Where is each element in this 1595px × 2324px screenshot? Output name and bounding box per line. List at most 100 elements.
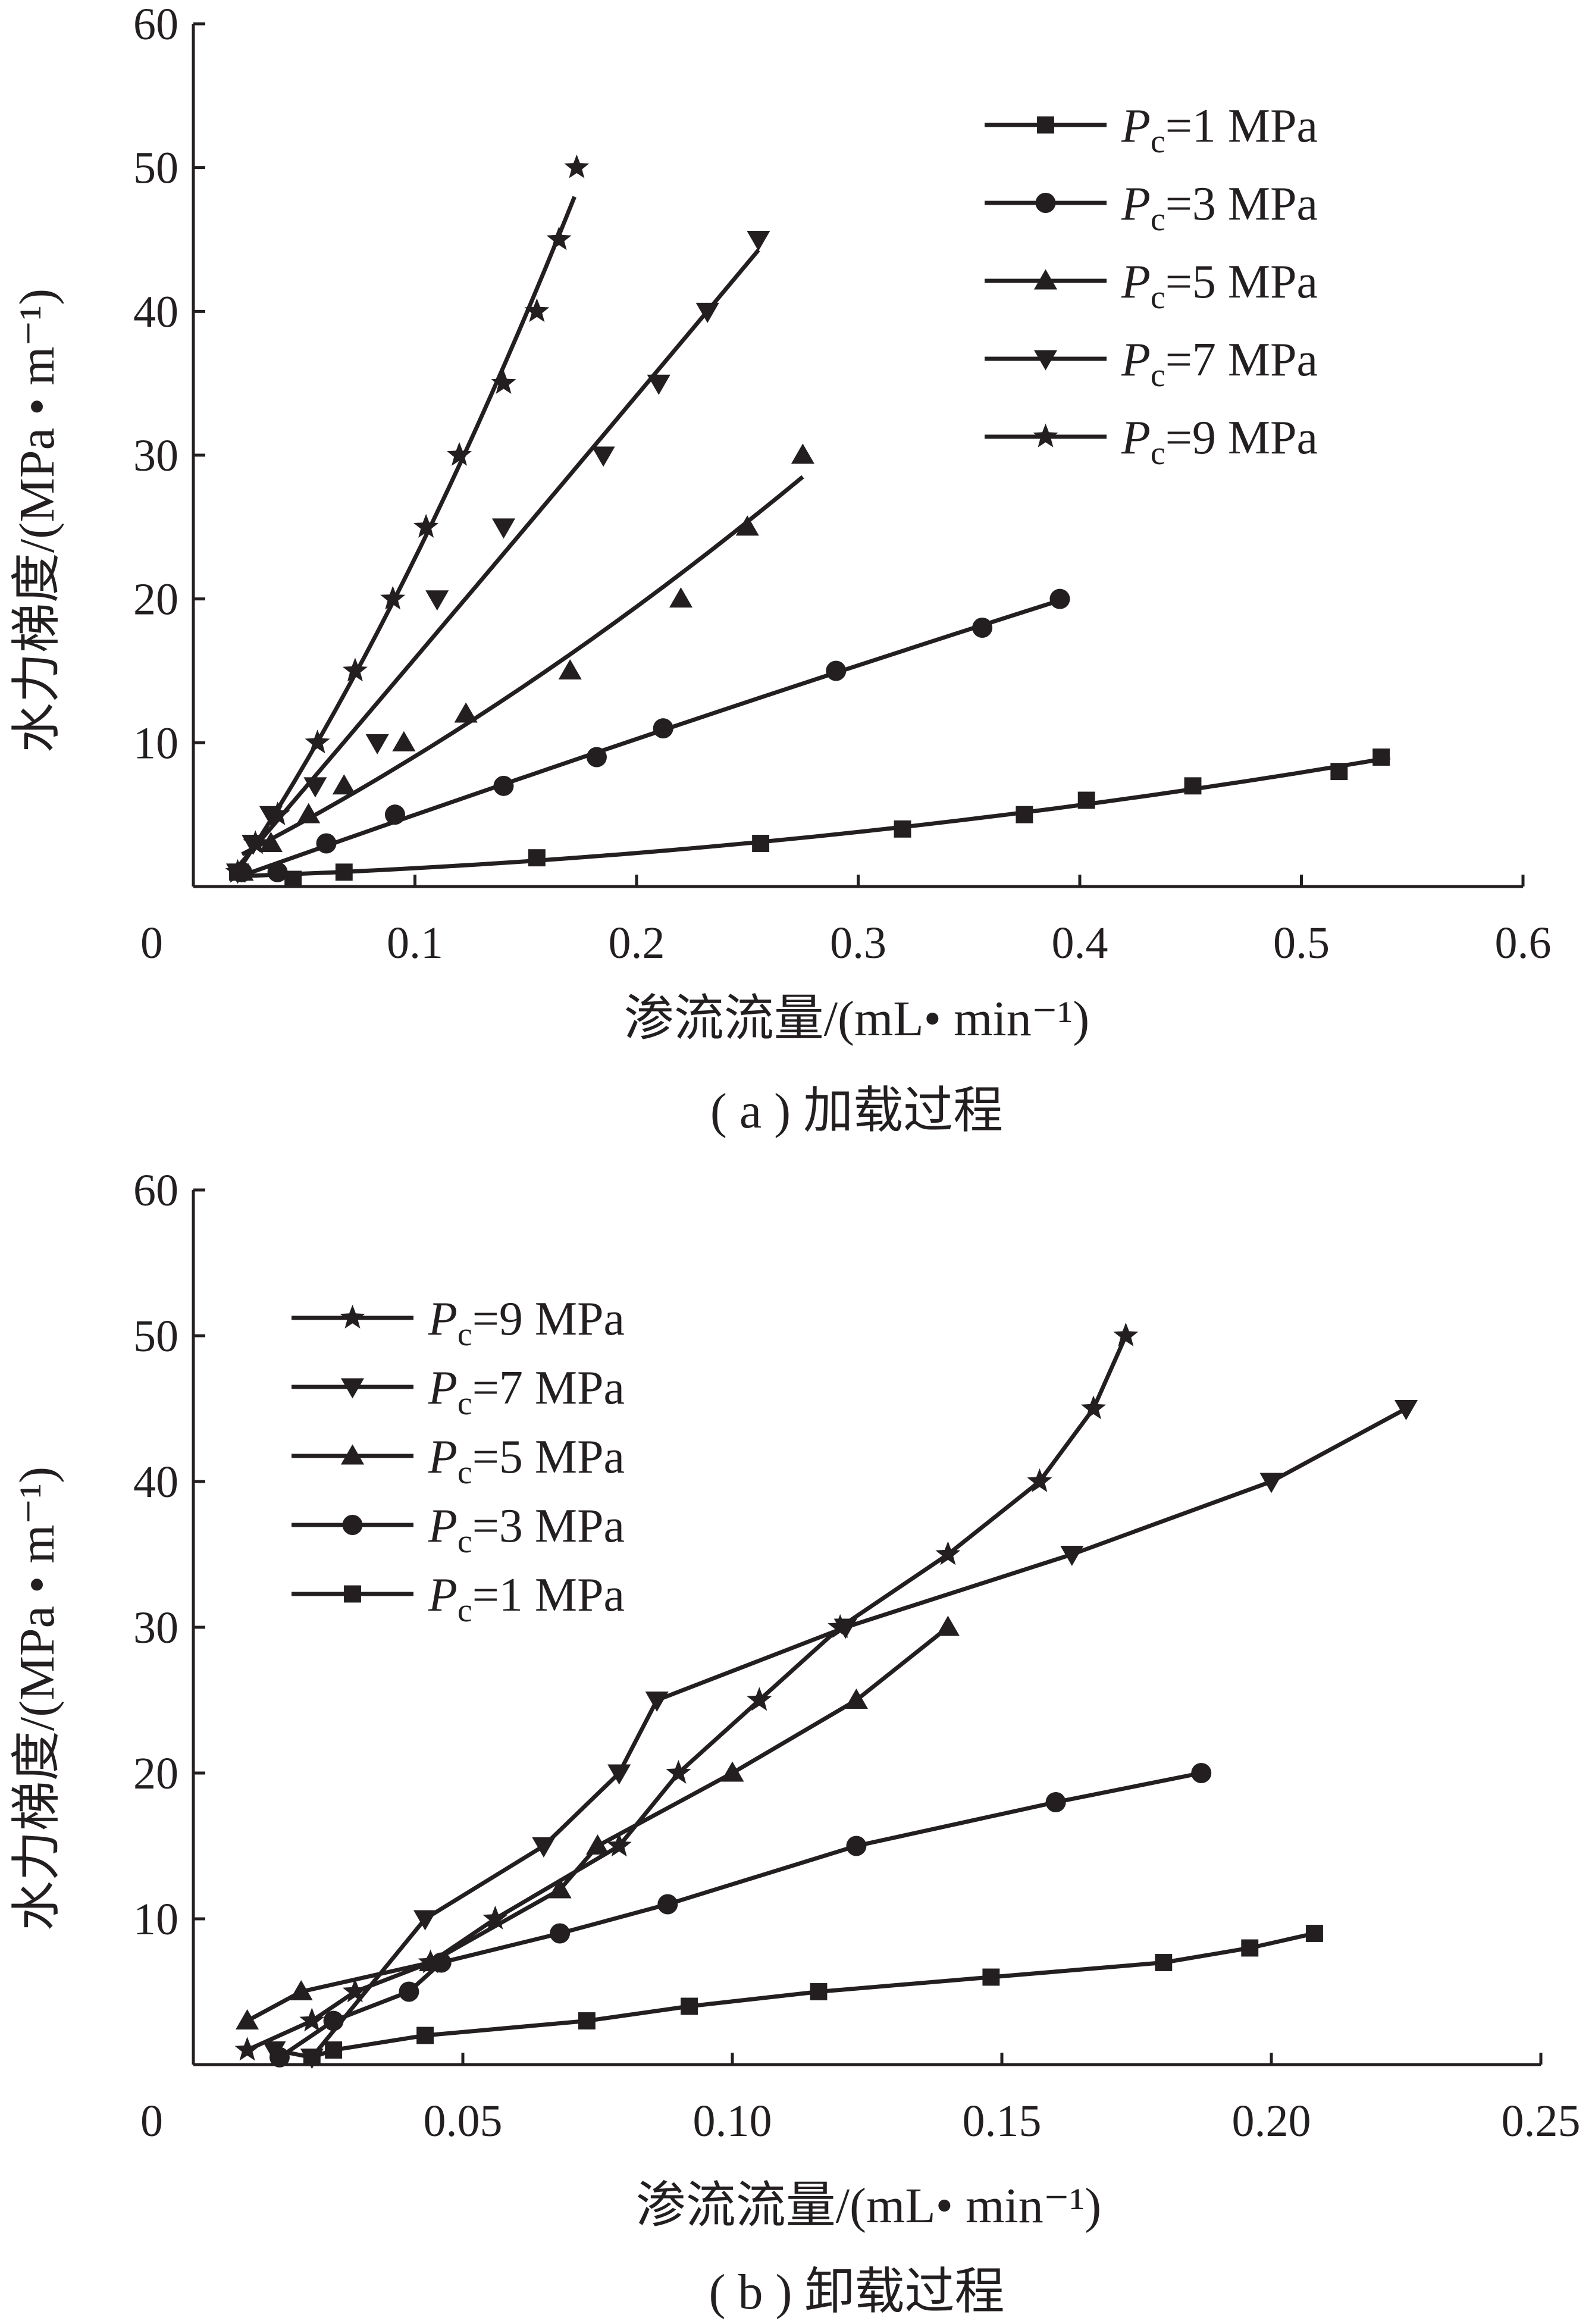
panel-a-series-3-mpa-point: [826, 660, 847, 681]
panel-b-series-9-mpa-point: [234, 2037, 260, 2061]
panel-a-legend-marker: [1033, 350, 1058, 371]
panel-b-series-5-mpa-point: [844, 1688, 868, 1709]
panel-b-series-1-mpa-line: [311, 1931, 1315, 2060]
panel-b-series-1-mpa-point: [810, 1983, 828, 2000]
panel-a-series-1-mpa-point: [1184, 777, 1202, 795]
panel-a-series-9-mpa-point: [447, 441, 472, 466]
panel-a-loading-chart: 0.1 0.2 0.3 0.4 0.5 0.6 10 20 30 40 50 60 Pc=1 MPa Pc…: [10, 0, 1552, 1139]
panel-b-series-9-mpa-point: [747, 1687, 772, 1711]
panel-a-legend-entry: Pc=9 MPa: [985, 412, 1318, 472]
panel-a-series-7-mpa-fit-line: [236, 249, 760, 869]
panel-b-series-1-mpa-point: [325, 2041, 343, 2059]
panel-a-x-tick-label: 0.5: [1273, 918, 1330, 968]
panel-b-series-3-mpa-point: [846, 1836, 867, 1856]
panel-b-series-3-mpa: [269, 1763, 1212, 2068]
panel-a-series-1-mpa-point: [335, 863, 353, 881]
panel-a-series-1-mpa: [229, 748, 1391, 888]
panel-b-series-1-mpa: [303, 1925, 1323, 2066]
panel-b-series-9-mpa-point: [482, 1905, 508, 1930]
panel-b-series-3-mpa-point: [399, 1981, 419, 2002]
panel-a-x-tick-label: 0.2: [609, 918, 665, 968]
panel-a-series-9-mpa-point: [524, 298, 550, 322]
panel-a-series-1-mpa-point: [752, 835, 770, 852]
panel-a-x-tick-label: 0.1: [387, 918, 443, 968]
panel-a-legend-entry: Pc=3 MPa: [985, 178, 1318, 238]
panel-a-series-3-mpa-point: [1049, 588, 1070, 609]
panel-a-series-5-mpa-point: [735, 515, 759, 536]
panel-b-legend-entry: Pc=1 MPa: [292, 1569, 625, 1629]
panel-a-caption: ( a ) 加载过程: [710, 1083, 1003, 1139]
panel-a-legend-label: Pc=3 MPa: [1121, 178, 1318, 238]
panel-a-series-1-mpa-point: [1077, 791, 1095, 809]
panel-b-series-1-mpa-point: [1306, 1925, 1323, 1942]
panel-a-series-3-mpa-point: [493, 775, 514, 796]
panel-b-series-5-mpa-point: [720, 1761, 744, 1782]
panel-a-x-tick-label: 0.4: [1052, 918, 1108, 968]
panel-a-legend-marker: [1035, 193, 1056, 213]
panel-b-series-9-mpa-line: [246, 1335, 1128, 2052]
panel-b-y-tick-label: 60: [133, 1166, 178, 1216]
panel-a-series-5-mpa-point: [297, 803, 321, 823]
panel-a-series-5-mpa-point: [392, 731, 416, 751]
panel-a-series-5-mpa-point: [332, 774, 356, 795]
panel-b-series-7-mpa-point: [1060, 1546, 1084, 1567]
panel-a-series-5-mpa-point: [791, 443, 814, 464]
panel-b-series-3-mpa-point: [431, 1952, 452, 1973]
panel-a-series-5-mpa-point: [558, 659, 582, 679]
panel-b-origin-label: 0: [140, 2096, 163, 2146]
panel-a-y-tick-label: 10: [133, 718, 178, 768]
panel-a-series-3-mpa-point: [653, 718, 673, 739]
panel-b-series-3-mpa-point: [550, 1923, 571, 1944]
panel-a-series-3-mpa-point: [586, 747, 607, 768]
panel-a-series-9-mpa-point: [225, 859, 250, 883]
panel-b-series-5-mpa-line: [246, 1625, 950, 2023]
panel-b-series-5-mpa-point: [548, 1878, 572, 1899]
panel-b-series-7-mpa-point: [645, 1692, 669, 1712]
panel-a-y-axis-title: 水力梯度/(MPa • m⁻¹): [10, 289, 65, 753]
panel-b-series-9-mpa-point: [342, 1978, 368, 2003]
panel-a-series-1-mpa-point: [1372, 748, 1390, 766]
panel-b-x-tick-label: 0.10: [693, 2096, 772, 2146]
panel-b-legend-label: Pc=9 MPa: [428, 1293, 625, 1353]
panel-a-series-5-mpa-fit-line: [241, 475, 804, 856]
panel-b-legend-label: Pc=5 MPa: [428, 1431, 625, 1491]
panel-b-series-7-mpa-point: [413, 1910, 437, 1931]
panel-a-x-tick-label: 0.3: [830, 918, 886, 968]
panel-a-series-9-mpa-point: [413, 513, 439, 538]
panel-b-series-9-mpa-point: [666, 1759, 691, 1784]
panel-a-series-5-mpa-point: [259, 831, 283, 852]
panel-a-series-9-mpa-point: [265, 801, 290, 825]
panel-a-y-tick-label: 40: [133, 287, 178, 337]
panel-b-legend-label: Pc=7 MPa: [428, 1362, 625, 1422]
panel-b-series-9-mpa-point: [1027, 1468, 1052, 1492]
panel-a-legend-entry: Pc=1 MPa: [985, 100, 1318, 160]
panel-b-series-1-mpa-point: [416, 2027, 434, 2044]
panel-b-series-5-mpa-point: [936, 1615, 960, 1636]
panel-a-y-tick-label: 30: [133, 431, 178, 481]
panel-b-series-3-mpa-point: [1191, 1763, 1212, 1783]
panel-a-y-tick-label: 50: [133, 143, 178, 193]
panel-b-series-9-mpa-point: [299, 2007, 325, 2032]
panel-a-series-5-mpa-point: [669, 587, 693, 608]
panel-b-series-7-mpa-line: [274, 1407, 1408, 2060]
panel-a-legend-label: Pc=7 MPa: [1121, 334, 1318, 394]
panel-a-series-9-mpa-point: [342, 657, 368, 682]
panel-b-series-9-mpa: [234, 1322, 1139, 2061]
panel-a-series-9-mpa-point: [380, 585, 406, 610]
panel-b-series-9-mpa-point: [1081, 1395, 1106, 1420]
panel-a-series-7-mpa-point: [695, 302, 719, 323]
panel-a-series-1-mpa-point: [1016, 806, 1033, 823]
panel-a-legend-marker: [1037, 116, 1054, 134]
panel-a-legend-label: Pc=5 MPa: [1121, 256, 1318, 316]
panel-a-series-3-mpa-point: [972, 618, 993, 638]
panel-b-series-3-mpa-point: [269, 2047, 290, 2068]
panel-b-legend-entry: Pc=9 MPa: [292, 1293, 625, 1353]
panel-b-series-3-mpa-point: [657, 1894, 678, 1915]
panel-a-legend-entry: Pc=5 MPa: [985, 256, 1318, 316]
panel-b-x-tick-label: 0.05: [424, 2096, 503, 2146]
panel-b-series-7-mpa-point: [1394, 1400, 1418, 1421]
panel-b-x-tick-label: 0.20: [1232, 2096, 1311, 2146]
panel-b-series-3-mpa-point: [1045, 1792, 1066, 1812]
panel-b-caption: ( b ) 卸载过程: [709, 2265, 1005, 2320]
